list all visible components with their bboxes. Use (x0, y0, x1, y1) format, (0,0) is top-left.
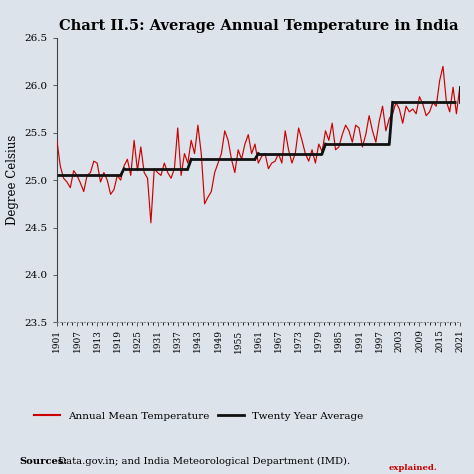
Title: Chart II.5: Average Annual Temperature in India: Chart II.5: Average Annual Temperature i… (59, 18, 458, 33)
Text: Data.gov.in; and India Meteorological Department (IMD).: Data.gov.in; and India Meteorological De… (55, 456, 350, 465)
Legend: Annual Mean Temperature, Twenty Year Average: Annual Mean Temperature, Twenty Year Ave… (30, 408, 368, 425)
Text: explained.: explained. (389, 464, 438, 472)
Text: Sources:: Sources: (19, 456, 67, 465)
Y-axis label: Degree Celsius: Degree Celsius (6, 135, 19, 225)
